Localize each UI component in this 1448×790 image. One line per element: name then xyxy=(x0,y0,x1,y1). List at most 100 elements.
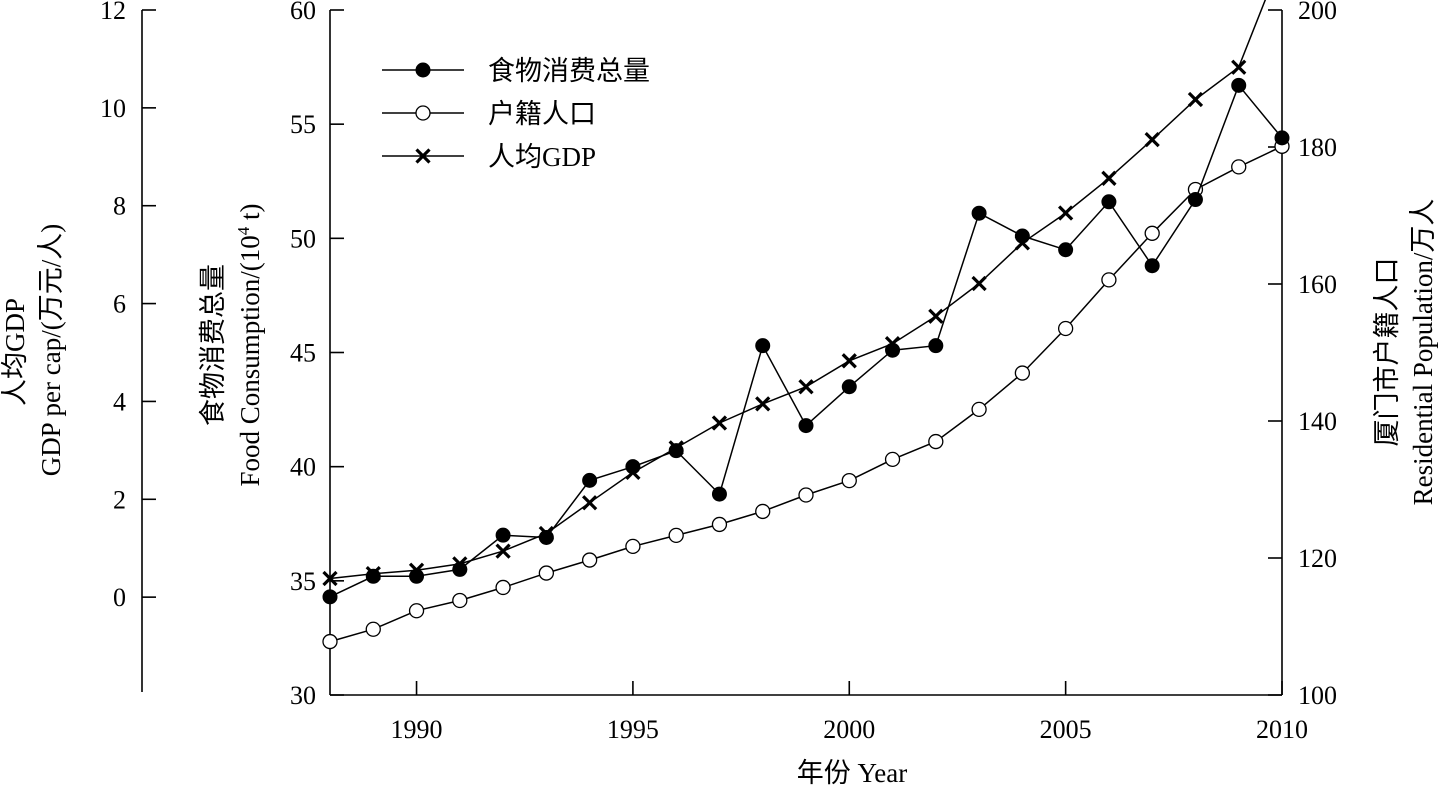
data-point-food xyxy=(582,472,598,488)
data-point-food xyxy=(1187,192,1203,208)
data-point-population xyxy=(495,579,511,596)
x-axis: 1990 1995 2000 2005 2010 年份 Year xyxy=(330,681,1308,788)
x-tick-label: 2000 xyxy=(823,715,875,744)
data-point-population xyxy=(538,565,555,581)
data-point-gdp xyxy=(928,308,944,324)
population-tick-label: 160 xyxy=(1298,270,1337,299)
legend-label-gdp: 人均GDP xyxy=(488,142,596,172)
population-axis: 100 120 140 160 180 200 厦门市户籍人口 Residential P… xyxy=(1268,0,1438,710)
data-point-gdp-stroke xyxy=(1058,205,1074,221)
food-axis-title-en-main: Food Consumption/(10 xyxy=(235,235,265,486)
data-point-gdp-stroke xyxy=(582,495,598,511)
data-point-gdp-stroke xyxy=(495,543,511,559)
plot-area xyxy=(322,0,1290,650)
data-point-gdp xyxy=(495,543,511,559)
data-point-food xyxy=(711,486,727,502)
data-point-gdp xyxy=(582,495,598,511)
gdp-tick-label: 10 xyxy=(100,94,126,123)
population-axis-title-cn: 厦门市户籍人口 xyxy=(1372,258,1402,447)
data-point-population xyxy=(625,538,641,555)
data-point-gdp-stroke xyxy=(711,415,728,431)
data-point-food xyxy=(971,205,987,221)
series-line-population xyxy=(329,145,1283,643)
data-point-food xyxy=(365,568,381,584)
series-line-food xyxy=(329,83,1283,598)
gdp-tick-label: 6 xyxy=(113,290,126,319)
data-point-population xyxy=(322,633,338,650)
data-point-food xyxy=(841,379,857,395)
data-point-food xyxy=(798,418,814,434)
data-point-population xyxy=(755,503,771,520)
data-point-gdp xyxy=(971,275,987,292)
data-point-food xyxy=(1144,258,1160,274)
food-axis-title-en-tail: t) xyxy=(235,203,265,226)
data-point-gdp xyxy=(1058,205,1074,221)
data-point-population xyxy=(798,487,814,503)
population-tick-label: 180 xyxy=(1298,133,1337,162)
x-axis-ticks: 1990 1995 2000 2005 2010 xyxy=(391,681,1308,744)
data-point-food xyxy=(452,561,468,577)
legend-marker-gdp xyxy=(415,148,431,164)
data-point-population xyxy=(1144,225,1160,241)
x-axis-title: 年份 Year xyxy=(797,758,908,788)
data-point-gdp-stroke xyxy=(1144,132,1160,148)
legend-label-population: 户籍人口 xyxy=(488,99,596,129)
data-point-population xyxy=(581,552,598,568)
data-point-population xyxy=(1057,320,1074,337)
data-point-population xyxy=(884,451,901,468)
data-point-gdp xyxy=(755,396,771,412)
data-point-food xyxy=(1231,77,1247,93)
data-point-population xyxy=(711,516,728,533)
data-point-food xyxy=(1101,194,1117,210)
food-axis-ticks: 30 35 40 45 50 55 60 xyxy=(290,0,344,710)
data-point-gdp xyxy=(1187,91,1204,108)
data-point-population xyxy=(1014,365,1031,381)
data-point-food xyxy=(755,338,771,354)
data-point-food xyxy=(322,589,338,605)
data-point-gdp-stroke xyxy=(1101,170,1117,186)
x-tick-label: 1990 xyxy=(391,715,443,744)
data-point-population xyxy=(408,603,425,619)
gdp-axis: 0 2 4 6 8 10 12 人均GDP GDP per cap/(万元/人) xyxy=(0,0,156,692)
x-tick-label: 1995 xyxy=(607,715,659,744)
food-axis-title-cn: 食物消费总量 xyxy=(198,264,228,426)
data-point-gdp xyxy=(711,415,728,431)
gdp-tick-label: 0 xyxy=(113,583,126,612)
data-point-food xyxy=(409,568,425,584)
food-tick-label: 45 xyxy=(290,339,316,368)
data-point-food xyxy=(885,342,901,358)
series-population xyxy=(322,138,1290,650)
food-axis: 30 35 40 45 50 55 60 食物消费总量 Food Consumption/(… xyxy=(198,0,344,710)
data-point-gdp xyxy=(841,353,857,369)
food-tick-label: 60 xyxy=(290,0,316,25)
data-point-gdp-stroke xyxy=(322,570,338,587)
data-point-population xyxy=(1231,159,1247,175)
data-point-gdp xyxy=(1231,59,1247,75)
data-point-food xyxy=(928,338,944,354)
data-point-gdp-stroke xyxy=(798,379,814,395)
data-point-food xyxy=(538,529,554,545)
data-point-population xyxy=(1101,272,1117,288)
data-point-population xyxy=(928,433,944,450)
data-point-population xyxy=(365,621,381,637)
gdp-tick-label: 8 xyxy=(113,192,126,221)
population-tick-label: 200 xyxy=(1298,0,1337,25)
data-point-gdp xyxy=(798,379,814,395)
food-tick-label: 30 xyxy=(290,681,316,710)
food-tick-label: 40 xyxy=(290,453,316,482)
data-point-population xyxy=(841,472,857,489)
population-tick-label: 140 xyxy=(1298,407,1337,436)
legend-marker-food xyxy=(415,62,431,78)
data-point-food xyxy=(625,459,641,475)
data-point-gdp-stroke xyxy=(928,308,944,324)
data-point-population xyxy=(668,527,684,544)
food-tick-label: 55 xyxy=(290,110,316,139)
data-point-gdp-stroke xyxy=(1187,91,1204,108)
data-point-gdp xyxy=(322,570,338,587)
data-point-food xyxy=(1058,242,1074,258)
population-axis-ticks: 100 120 140 160 180 200 xyxy=(1268,0,1337,710)
legend-marker-population xyxy=(415,105,431,121)
legend-label-food: 食物消费总量 xyxy=(488,56,650,86)
data-point-gdp xyxy=(1101,170,1117,186)
